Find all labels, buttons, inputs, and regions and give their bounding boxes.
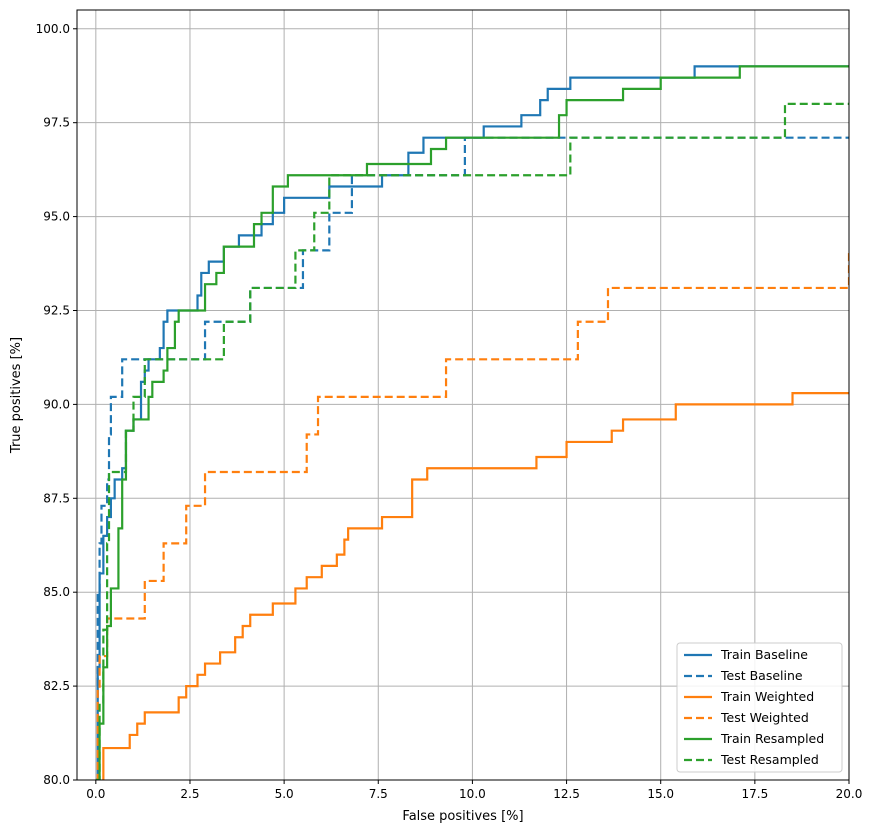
- y-tick-label: 97.5: [43, 116, 70, 130]
- x-tick-label: 12.5: [553, 787, 580, 801]
- series-lines: [95, 65, 849, 780]
- x-axis-label: False positives [%]: [402, 809, 523, 824]
- series-line-train-baseline: [95, 65, 849, 780]
- series-line-train-weighted: [102, 392, 849, 780]
- series-line-test-baseline: [95, 136, 849, 780]
- legend-label: Test Resampled: [720, 752, 819, 767]
- series-line-test-resampled: [95, 102, 849, 780]
- y-tick-label: 100.0: [36, 22, 70, 36]
- y-tick-label: 95.0: [43, 210, 70, 224]
- series-line-train-resampled: [95, 65, 849, 780]
- legend-label: Train Baseline: [720, 647, 808, 662]
- y-tick-label: 90.0: [43, 397, 70, 411]
- x-tick-label: 2.5: [180, 787, 199, 801]
- y-tick-label: 85.0: [43, 585, 70, 599]
- y-tick-label: 92.5: [43, 303, 70, 317]
- x-tick-label: 7.5: [369, 787, 388, 801]
- legend-box: [676, 642, 843, 773]
- x-tick-label: 15.0: [647, 787, 674, 801]
- ticks: 0.0 2.5 5.0 7.5 10.0 12.5 15.0 17.5 20.0 80.0 82.5…: [36, 22, 863, 801]
- x-tick-label: 17.5: [741, 787, 768, 801]
- x-tick-label: 0.0: [86, 787, 105, 801]
- legend-label: Train Resampled: [720, 731, 824, 746]
- legend: Train Baseline Test Baseline Train Weighte…: [676, 642, 843, 773]
- y-axis-label: True positives [%]: [9, 337, 24, 454]
- x-tick-label: 20.0: [836, 787, 863, 801]
- legend-label: Test Baseline: [720, 668, 803, 683]
- x-tick-label: 5.0: [275, 787, 294, 801]
- series-line-test-weighted: [95, 250, 849, 780]
- y-tick-label: 82.5: [43, 679, 70, 693]
- legend-label: Train Weighted: [720, 689, 814, 704]
- plot-frame: [76, 9, 850, 781]
- y-tick-label: 80.0: [43, 773, 70, 787]
- x-tick-label: 10.0: [459, 787, 486, 801]
- legend-label: Test Weighted: [720, 710, 809, 725]
- y-tick-label: 87.5: [43, 491, 70, 505]
